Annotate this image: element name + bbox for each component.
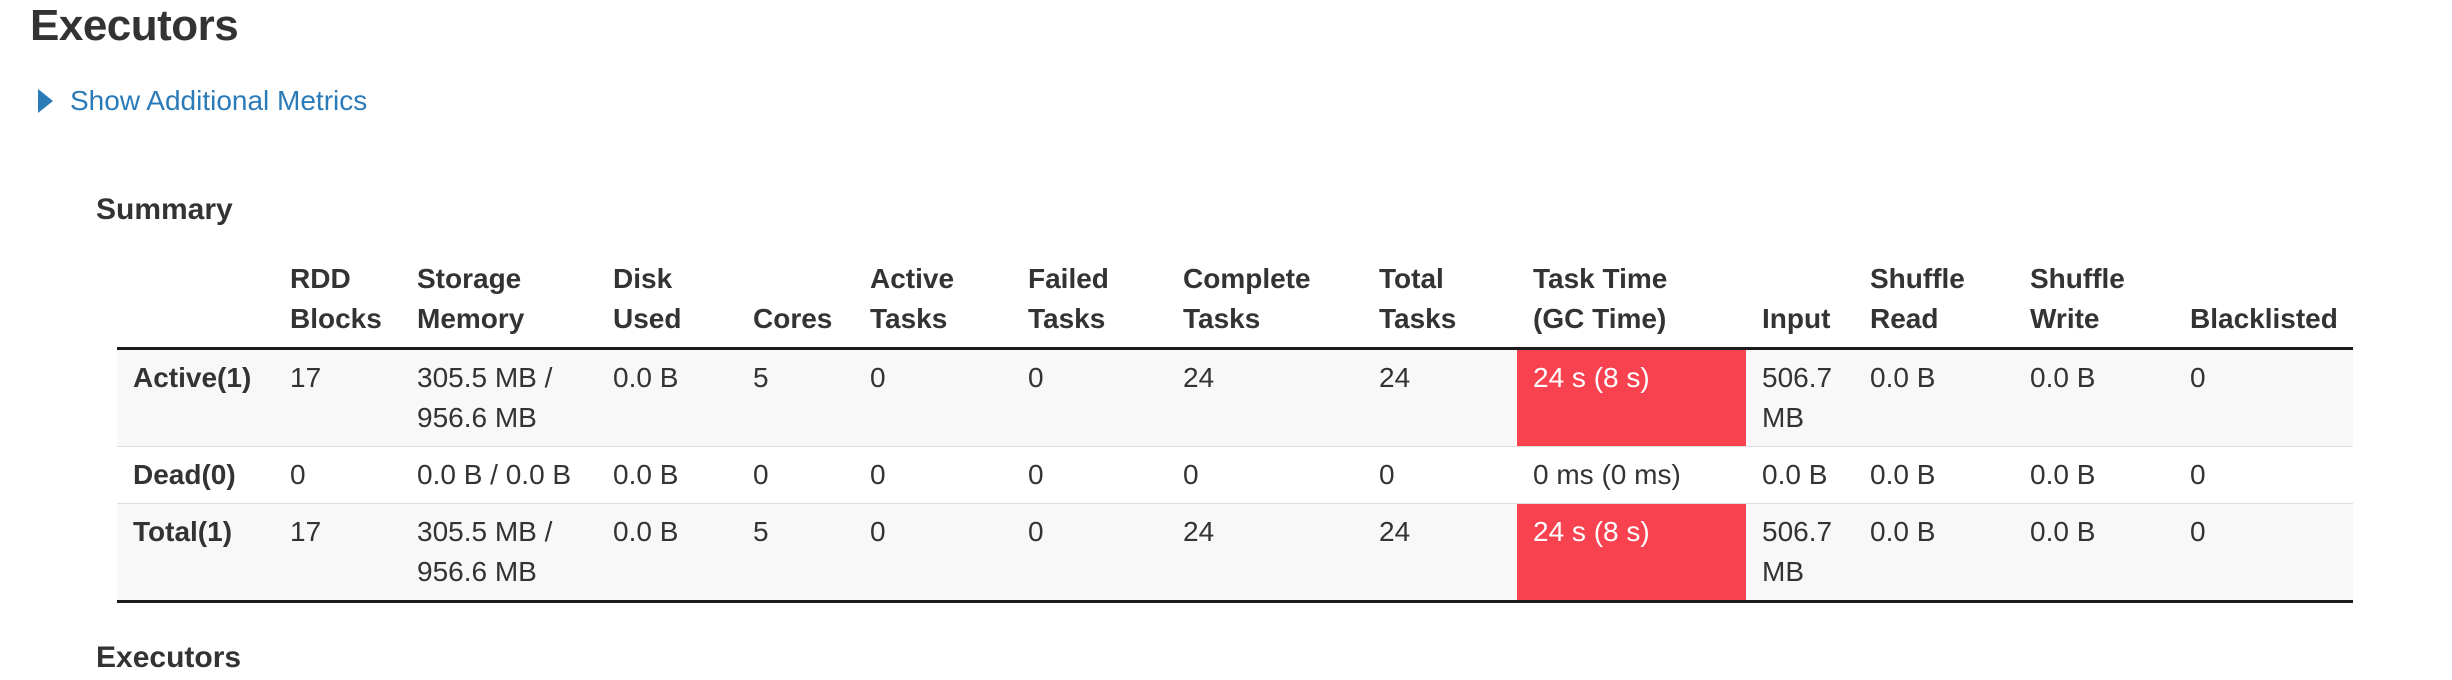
cell-active-tasks: 0	[870, 362, 886, 393]
cell-task-time: 24 s (8 s)	[1517, 503, 1746, 602]
summary-header-row: RDD Blocks Storage Memory Disk Used Core…	[117, 251, 2353, 350]
cell-storage-memory: 0.0 B / 0.0 B	[401, 446, 597, 504]
cell-blacklisted: 0	[2174, 446, 2353, 504]
col-header-cores: Cores	[737, 251, 854, 350]
cell-total-tasks: 24	[1363, 503, 1517, 602]
cell-cores: 5	[753, 362, 769, 393]
cell-failed-tasks: 0	[1012, 446, 1167, 504]
cell-blacklisted: 0	[2190, 362, 2206, 393]
col-header-rdd-blocks: RDD Blocks	[274, 251, 401, 350]
cell-storage-memory: 305.5 MB / 956.6 MB	[401, 503, 597, 602]
executors-heading: Executors	[96, 641, 242, 674]
cell-shuffle-write: 0.0 B	[2030, 362, 2096, 393]
summary-table: RDD Blocks Storage Memory Disk Used Core…	[117, 251, 2353, 603]
cell-rdd-blocks: 17	[290, 362, 322, 393]
cell-disk-used: 0.0 B	[597, 503, 737, 602]
summary-row-active: Active(1) 17 305.5 MB / 956.6 MB 0.0 B 5…	[117, 348, 2353, 447]
col-header-shuffle-read: Shuffle Read	[1854, 251, 2014, 350]
cell-input: 506.7 MB	[1746, 503, 1854, 602]
col-header-storage-memory: Storage Memory	[401, 251, 597, 350]
cell-shuffle-write: 0.0 B	[2014, 446, 2174, 504]
col-header-shuffle-write: Shuffle Write	[2014, 251, 2174, 350]
cell-shuffle-read: 0.0 B	[1870, 362, 1936, 393]
cell-shuffle-read: 0.0 B	[1854, 446, 2014, 504]
cell-shuffle-write: 0.0 B	[2014, 503, 2174, 602]
cell-task-time: 0 ms (0 ms)	[1517, 446, 1746, 504]
cell-complete-tasks: 24	[1167, 503, 1363, 602]
page-title: Executors	[30, 1, 239, 50]
col-header-disk-used: Disk Used	[597, 251, 737, 350]
cell-failed-tasks: 0	[1028, 362, 1044, 393]
cell-storage-memory: 305.5 MB / 956.6 MB	[417, 362, 553, 433]
cell-failed-tasks: 0	[1012, 503, 1167, 602]
cell-rdd-blocks: 0	[274, 446, 401, 504]
cell-row-label: Dead(0)	[117, 446, 274, 504]
col-header-blacklisted: Blacklisted	[2174, 251, 2353, 350]
cell-disk-used: 0.0 B	[613, 362, 679, 393]
show-additional-metrics-link[interactable]: Show Additional Metrics	[38, 84, 367, 117]
col-header-complete-tasks: Complete Tasks	[1167, 251, 1363, 350]
cell-input: 0.0 B	[1746, 446, 1854, 504]
cell-cores: 0	[737, 446, 854, 504]
col-header-active-tasks: Active Tasks	[854, 251, 1012, 350]
cell-complete-tasks: 0	[1167, 446, 1363, 504]
col-header-failed-tasks: Failed Tasks	[1012, 251, 1167, 350]
cell-disk-used: 0.0 B	[597, 446, 737, 504]
cell-total-tasks: 0	[1363, 446, 1517, 504]
cell-task-time: 24 s (8 s)	[1517, 348, 1746, 447]
cell-input: 506.7 MB	[1762, 362, 1833, 433]
show-additional-metrics-label: Show Additional Metrics	[70, 85, 368, 116]
cell-rdd-blocks: 17	[274, 503, 401, 602]
summary-row-total: Total(1) 17 305.5 MB / 956.6 MB 0.0 B 5 …	[117, 503, 2353, 602]
cell-active-tasks: 0	[854, 503, 1012, 602]
summary-heading: Summary	[96, 193, 233, 226]
col-header-total-tasks: Total Tasks	[1363, 251, 1517, 350]
cell-row-label: Total(1)	[117, 503, 274, 602]
cell-total-tasks: 24	[1379, 362, 1411, 393]
right-triangle-icon	[38, 88, 53, 113]
cell-complete-tasks: 24	[1183, 362, 1215, 393]
col-header-empty	[117, 251, 274, 350]
cell-shuffle-read: 0.0 B	[1854, 503, 2014, 602]
cell-cores: 5	[737, 503, 854, 602]
summary-row-dead: Dead(0) 0 0.0 B / 0.0 B 0.0 B 0 0 0 0 0 …	[117, 446, 2353, 504]
col-header-input: Input	[1746, 251, 1854, 350]
col-header-task-time: Task Time (GC Time)	[1517, 251, 1746, 350]
cell-row-label: Active(1)	[133, 362, 252, 393]
cell-blacklisted: 0	[2174, 503, 2353, 602]
cell-active-tasks: 0	[854, 446, 1012, 504]
